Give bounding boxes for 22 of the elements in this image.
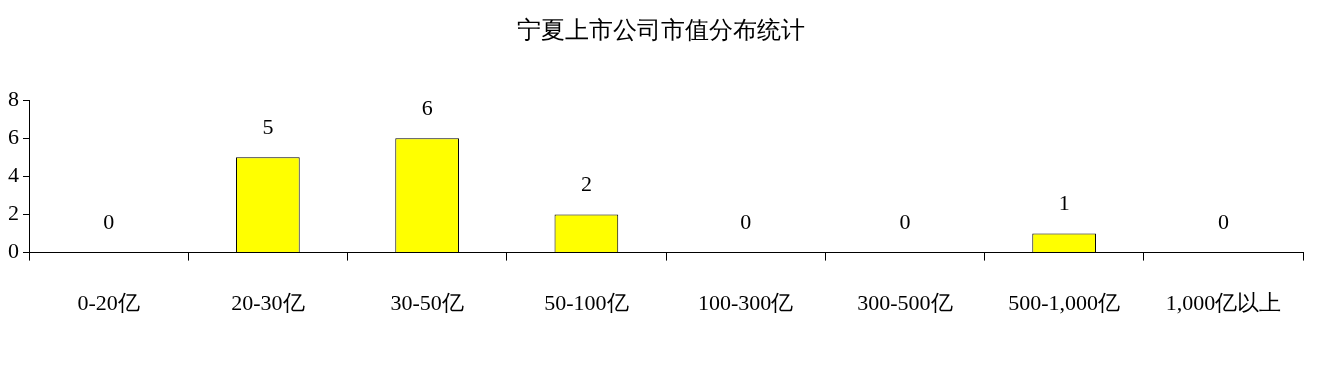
data-label: 1 xyxy=(1058,190,1070,216)
data-label: 0 xyxy=(1217,209,1229,235)
data-label: 2 xyxy=(580,171,592,197)
y-tick-label: 0 xyxy=(8,238,19,264)
y-tick-label: 6 xyxy=(8,123,19,149)
y-tick-label: 8 xyxy=(8,85,19,111)
x-tick-label: 1,000亿以上 xyxy=(1165,289,1282,315)
y-tick-label: 4 xyxy=(8,162,19,188)
x-tick-label: 50-100亿 xyxy=(544,289,629,315)
x-tick-label: 30-50亿 xyxy=(390,289,464,315)
x-tick-label: 100-300亿 xyxy=(697,289,794,315)
x-tick-label: 0-20亿 xyxy=(77,289,140,315)
data-label: 0 xyxy=(899,209,911,235)
data-label: 0 xyxy=(740,209,752,235)
y-tick-label: 2 xyxy=(8,200,19,226)
x-tick-label: 20-30亿 xyxy=(231,289,305,315)
x-tick-label: 500-1,000亿 xyxy=(1008,289,1121,315)
chart-title: 宁夏上市公司市值分布统计 xyxy=(515,16,806,45)
x-tick-label: 300-500亿 xyxy=(857,289,953,315)
data-label: 6 xyxy=(421,94,433,120)
data-label: 0 xyxy=(103,209,115,235)
data-label: 5 xyxy=(262,114,274,140)
